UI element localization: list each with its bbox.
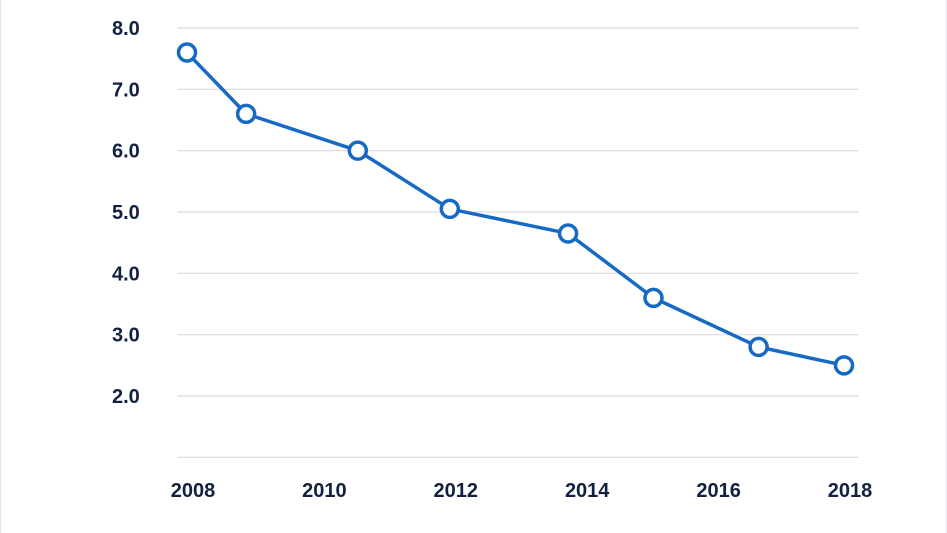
data-point <box>833 355 855 376</box>
data-point <box>643 287 664 309</box>
y-tick-label: 4.0 <box>112 263 140 285</box>
x-tick-label: 2010 <box>302 480 347 502</box>
y-axis-ticks: 8.0 7.0 6.0 5.0 4.0 3.0 2.0 <box>112 18 140 408</box>
x-tick-label: 2018 <box>828 480 873 502</box>
data-point <box>748 336 769 358</box>
x-tick-label: 2014 <box>565 480 610 502</box>
y-tick-label: 8.0 <box>112 18 140 40</box>
x-axis-ticks: 2008 2010 2012 2014 2016 2018 <box>171 480 873 502</box>
data-point <box>557 223 579 244</box>
x-tick-label: 2012 <box>434 480 479 502</box>
data-point <box>235 103 257 125</box>
data-point <box>347 140 369 161</box>
series-line <box>185 50 846 368</box>
y-tick-label: 2.0 <box>112 386 140 408</box>
y-tick-label: 6.0 <box>112 141 140 163</box>
y-tick-label: 7.0 <box>112 79 140 101</box>
x-tick-label: 2008 <box>171 480 216 502</box>
data-point <box>439 198 461 220</box>
x-tick-label: 2016 <box>696 480 741 502</box>
data-point <box>176 42 198 63</box>
gridlines <box>177 27 859 458</box>
y-tick-label: 5.0 <box>112 202 140 224</box>
y-tick-label: 3.0 <box>112 325 140 347</box>
series-group <box>176 42 855 376</box>
